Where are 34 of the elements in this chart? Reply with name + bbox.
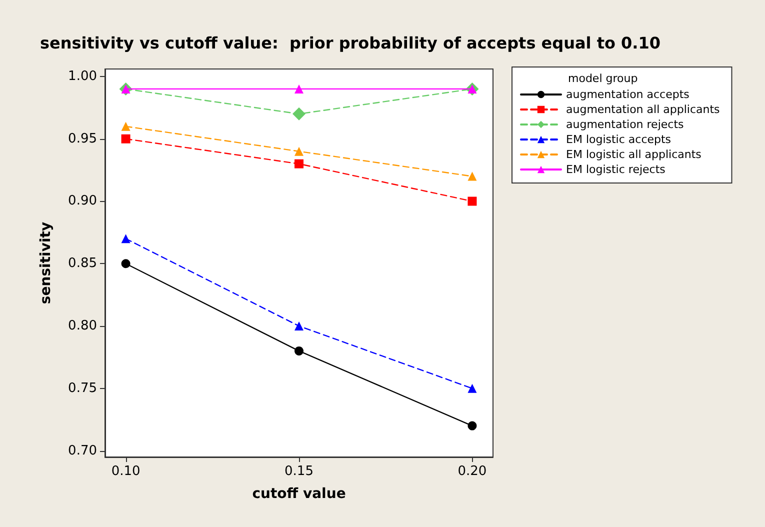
y-axis-title: sensitivity: [38, 222, 54, 304]
point: [294, 146, 304, 156]
y-tick-label: 0.75: [68, 380, 97, 396]
legend-label: augmentation all applicants: [566, 103, 720, 116]
point: [468, 384, 477, 393]
point: [121, 234, 130, 244]
point: [468, 172, 477, 181]
point: [294, 84, 304, 94]
legend-label: EM logistic accepts: [566, 133, 672, 146]
chart-title: sensitivity vs cutoff value: prior probability of accepts equal to 0.10: [40, 34, 661, 52]
y-tick-label: 0.80: [68, 318, 97, 334]
y-tick-label: 1.00: [68, 68, 97, 84]
point: [121, 122, 130, 131]
point: [292, 107, 306, 120]
point: [294, 346, 304, 356]
point: [468, 421, 477, 430]
x-tick-label: 0.15: [284, 464, 314, 479]
y-tick-label: 0.95: [68, 131, 97, 146]
y-tick-label: 0.70: [68, 443, 97, 458]
point: [121, 134, 130, 144]
y-tick-label: 0.85: [68, 256, 97, 272]
legend-label: augmentation accepts: [566, 88, 690, 101]
point: [121, 259, 130, 268]
legend-title: model group: [568, 72, 638, 85]
point: [468, 196, 477, 206]
x-tick-label: 0.20: [458, 464, 487, 479]
legend-label: augmentation rejects: [566, 118, 684, 131]
x-axis-title: cutoff value: [252, 486, 346, 502]
y-tick-label: 0.90: [68, 194, 97, 209]
legend-label: EM logistic all applicants: [566, 148, 702, 161]
x-tick-label: 0.10: [111, 464, 140, 479]
point: [294, 159, 304, 168]
legend-label: EM logistic rejects: [566, 163, 666, 176]
point: [294, 322, 304, 331]
